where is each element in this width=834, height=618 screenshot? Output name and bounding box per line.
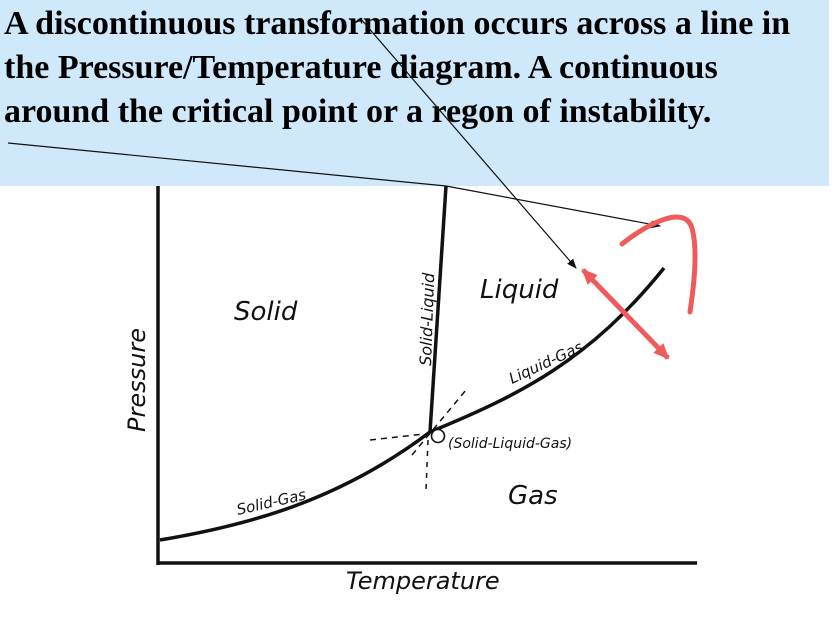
red-double-arrow: [581, 268, 670, 360]
dashed-extension-vertical: [425, 439, 429, 491]
region-label-liquid: Liquid: [480, 275, 559, 305]
dashed-extension-diagonal: [411, 389, 467, 456]
pointer-line-to-liquid: [359, 17, 577, 269]
solid-gas-curve: [159, 430, 432, 542]
caption-box: A discontinuous transformation occurs ac…: [0, 0, 829, 186]
curve-label-liquid-gas: Liquid-Gas: [506, 338, 586, 388]
dashed-extension-horizontal: [369, 433, 425, 441]
red-continuous-path-arc: [619, 214, 698, 315]
y-axis-label: Pressure: [123, 328, 151, 432]
curve-label-solid-liquid: Solid-Liquid: [416, 272, 438, 366]
solid-liquid-curve: [428, 185, 448, 433]
pointer-line-to-critical: [445, 185, 661, 229]
x-axis-label: Temperature: [346, 567, 500, 595]
region-label-solid: Solid: [234, 297, 298, 327]
region-label-gas: Gas: [508, 481, 558, 511]
pointer-line-left: [7, 142, 447, 187]
triple-point-marker: [430, 428, 446, 444]
caption-text: A discontinuous transformation occurs ac…: [4, 5, 791, 130]
triple-point-label: (Solid-Liquid-Gas): [448, 436, 572, 452]
